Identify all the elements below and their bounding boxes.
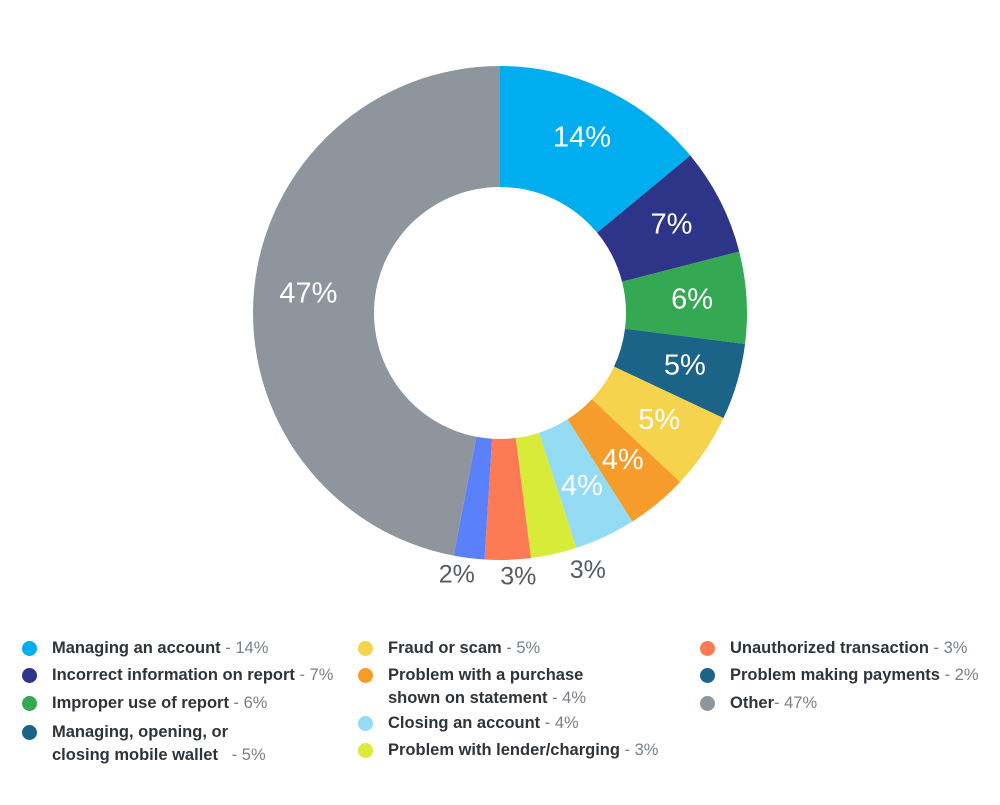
- legend-swatch: [22, 696, 37, 711]
- legend-swatch: [358, 716, 373, 731]
- legend-text: Unauthorized transaction - 3%: [730, 637, 967, 660]
- legend-swatch: [358, 743, 373, 758]
- legend-text: Other- 47%: [730, 692, 817, 715]
- slice-improper-use-of-report: [622, 251, 747, 344]
- legend-label: Other: [730, 694, 775, 712]
- legend-percent: - 47%: [774, 694, 818, 712]
- legend-item: Managing, opening, or closing mobile wall…: [22, 721, 266, 767]
- legend-percent: - 4%: [540, 714, 579, 732]
- slice-closing-an-account: [538, 419, 633, 548]
- legend-text: Problem making payments - 2%: [730, 664, 979, 687]
- legend-swatch: [700, 668, 715, 683]
- slice-managing-an-account: [500, 66, 691, 233]
- legend-label: Fraud or scam: [388, 639, 502, 657]
- slice-label: 4%: [602, 444, 644, 476]
- legend-percent: - 14%: [220, 639, 269, 657]
- legend-percent: - 5%: [501, 639, 541, 657]
- slice-managing-opening-or-closing-mobile-wallet: [614, 328, 746, 419]
- slice-problem-with-a-purchase-shown-on-statement: [567, 399, 681, 522]
- legend-text: Improper use of report - 6%: [52, 692, 267, 715]
- slice-problem-making-payments: [453, 436, 493, 560]
- legend-item: Other- 47%: [700, 692, 817, 715]
- slice-label: 5%: [664, 349, 706, 381]
- slice-label: 47%: [279, 278, 337, 310]
- legend-label: closing mobile wallet: [52, 746, 218, 764]
- legend-swatch: [700, 696, 715, 711]
- legend-label: Improper use of report: [52, 694, 229, 712]
- legend-item: Managing an account - 14%: [22, 637, 268, 660]
- slice-label: 3%: [500, 562, 536, 590]
- legend-item: Problem with lender/charging - 3%: [358, 739, 658, 762]
- legend-text: Managing an account - 14%: [52, 637, 268, 660]
- legend-label: Closing an account: [388, 714, 541, 732]
- legend-label: Managing, opening, or: [52, 723, 228, 741]
- legend-percent: - 4%: [547, 689, 587, 707]
- slice-label: 5%: [638, 404, 680, 436]
- legend-swatch: [358, 641, 373, 656]
- slice-label: 2%: [439, 561, 475, 589]
- slice-unauthorized-transaction: [484, 438, 531, 560]
- legend-swatch: [358, 668, 373, 683]
- legend-text: Incorrect information on report - 7%: [52, 664, 333, 687]
- legend-percent: - 5%: [217, 746, 266, 764]
- legend-label: Problem making payments: [730, 666, 940, 684]
- legend-item: Unauthorized transaction - 3%: [700, 637, 967, 660]
- legend-text: Problem with lender/charging - 3%: [388, 739, 658, 762]
- slice-label: 3%: [570, 556, 606, 584]
- legend-percent: - 3%: [928, 639, 968, 657]
- legend-percent: - 3%: [619, 741, 659, 759]
- legend-percent: - 2%: [939, 666, 979, 684]
- slice-fraud-or-scam: [591, 366, 724, 483]
- legend-label: Problem with lender/charging: [388, 741, 620, 759]
- legend-label: Managing an account: [52, 639, 221, 657]
- slice-label: 7%: [651, 208, 693, 240]
- legend-text: Closing an account - 4%: [388, 712, 579, 735]
- legend-label: Problem with a purchase: [388, 666, 584, 684]
- slice-incorrect-information-on-report: [597, 155, 740, 282]
- legend-percent: - 7%: [294, 666, 334, 684]
- legend-item: Problem making payments - 2%: [700, 664, 979, 687]
- legend-label: shown on statement: [388, 689, 548, 707]
- donut-chart: 14% 7% 6% 5% 5% 4%4% 3% 3% 2% 47%: [252, 66, 747, 590]
- legend-swatch: [700, 641, 715, 656]
- legend-swatch: [22, 641, 37, 656]
- legend-label: Incorrect information on report: [52, 666, 295, 684]
- legend-item: Closing an account - 4%: [358, 712, 579, 735]
- legend-percent: - 6%: [228, 694, 268, 712]
- slice-label: 6%: [671, 284, 713, 316]
- slice-other: [252, 66, 500, 556]
- slice-label: 4%: [561, 470, 603, 502]
- legend-text: Managing, opening, or closing mobile wall…: [52, 721, 266, 767]
- legend-item: Incorrect information on report - 7%: [22, 664, 333, 687]
- legend-text: Fraud or scam - 5%: [388, 637, 540, 660]
- legend-label: Unauthorized transaction: [730, 639, 929, 657]
- legend-item: Fraud or scam - 5%: [358, 637, 540, 660]
- legend-item: Problem with a purchase shown on statemen…: [358, 664, 586, 710]
- slice-label: 14%: [553, 121, 611, 153]
- legend-item: Improper use of report - 6%: [22, 692, 267, 715]
- legend-swatch: [22, 668, 37, 683]
- legend-text: Problem with a purchase shown on statemen…: [388, 664, 586, 710]
- legend-swatch: [22, 725, 37, 740]
- slice-problem-with-lender-charging: [515, 432, 577, 559]
